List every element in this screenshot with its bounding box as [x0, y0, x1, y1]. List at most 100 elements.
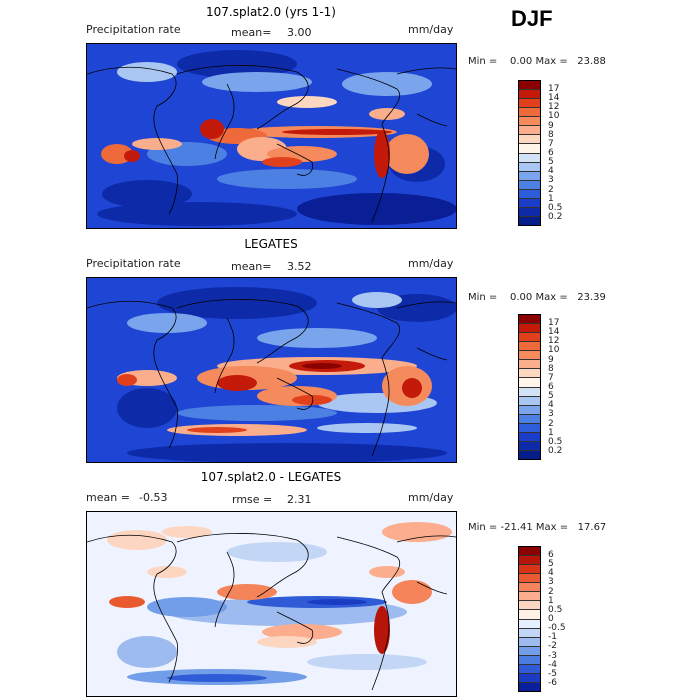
- panel3-colorbar: [518, 546, 541, 692]
- panel3-tick: -6: [548, 677, 557, 688]
- panel1-colorbar-swatch: [519, 126, 540, 136]
- panel1-colorbar-swatch: [519, 90, 540, 100]
- panel2-colorbar: [518, 314, 541, 460]
- panel1-tick: 3: [548, 175, 554, 186]
- panel3-min-max: Min = -21.41 Max = 17.67: [468, 522, 607, 533]
- panel3-rmse-label: rmse =: [232, 493, 273, 506]
- panel3-mean-label: mean =: [86, 491, 130, 504]
- panel2-colorbar-swatch: [519, 387, 540, 397]
- panel2-colorbar-swatch: [519, 414, 540, 424]
- panel1-tick: 9: [548, 120, 554, 131]
- panel3-title: 107.splat2.0 - LEGATES: [200, 470, 342, 484]
- panel1-colorbar-swatch: [519, 189, 540, 199]
- panel3-mean-value: -0.53: [139, 491, 168, 504]
- panel1-tick: 2: [548, 184, 554, 195]
- panel2-mean-label: mean=: [231, 260, 272, 273]
- panel2-variable-label: Precipitation rate: [86, 257, 181, 270]
- panel2-colorbar-swatch: [519, 342, 540, 352]
- panel3-colorbar-swatch: [519, 574, 540, 584]
- panel3-colorbar-ticks: 6 5 4 3 2 1 0.5 0 -0.5 -1 -2 -3 -4 -5 -6: [548, 551, 566, 688]
- panel3-tick: 0: [548, 613, 554, 624]
- panel1-colorbar-swatch: [519, 144, 540, 154]
- panel2-tick: 4: [548, 400, 554, 411]
- panel3-map: [86, 511, 457, 697]
- panel2-colorbar-swatch: [519, 324, 540, 334]
- panel1-colorbar-swatch: [519, 135, 540, 145]
- panel2-colorbar-swatch: [519, 441, 540, 451]
- panel1-colorbar-swatch: [519, 81, 540, 91]
- panel2-tick: 12: [548, 336, 560, 347]
- panel2-colorbar-swatch: [519, 378, 540, 388]
- panel1-tick: 0.5: [548, 202, 563, 213]
- panel2-tick: 17: [548, 318, 560, 328]
- panel2-tick: 1: [548, 427, 554, 438]
- panel3-colorbar-swatch: [519, 556, 540, 566]
- panel2-tick: 0.2: [548, 445, 563, 456]
- panel3-tick: -0.5: [548, 623, 566, 634]
- panel1-coastlines: [87, 65, 456, 223]
- panel1-title: 107.splat2.0 (yrs 1-1): [206, 5, 336, 19]
- panel2-tick: 0.5: [548, 436, 563, 447]
- panel1-tick: 0.2: [548, 211, 563, 222]
- panel1-map: [86, 43, 457, 229]
- panel3-tick: -5: [548, 668, 557, 679]
- panel1-tick: 10: [548, 111, 560, 122]
- panel1-tick: 6: [548, 147, 554, 158]
- panel1-tick: 17: [548, 84, 560, 94]
- panel1-colorbar-swatch: [519, 162, 540, 172]
- panel2-tick: 8: [548, 363, 554, 374]
- panel2-tick: 9: [548, 354, 554, 365]
- panel1-rain-bands: [101, 96, 429, 178]
- panel2-colorbar-swatch: [519, 432, 540, 442]
- panel1-colorbar-swatch: [519, 108, 540, 118]
- panel3-colorbar-swatch: [519, 664, 540, 674]
- panel1-colorbar-swatch: [519, 153, 540, 163]
- panel3-tick: 6: [548, 550, 554, 560]
- panel3-colorbar-swatch: [519, 619, 540, 629]
- panel3-tick: 0.5: [548, 604, 563, 615]
- panel3-colorbar-swatch: [519, 646, 540, 656]
- panel3-colorbar-swatch: [519, 637, 540, 647]
- panel2-colorbar-swatch: [519, 450, 540, 459]
- panel2-colorbar-ticks: 17 14 12 10 9 8 7 6 5 4 3 2 1 0.5 0.2: [548, 319, 562, 456]
- panel1-colorbar-swatch: [519, 171, 540, 181]
- panel2-tick: 7: [548, 372, 554, 383]
- panel1-tick: 4: [548, 166, 554, 177]
- panel2-colorbar-swatch: [519, 360, 540, 370]
- panel2-map: [86, 277, 457, 463]
- panel1-colorbar-swatch: [519, 207, 540, 217]
- panel3-colorbar-swatch: [519, 565, 540, 575]
- panel3-rmse-value: 2.31: [287, 493, 312, 506]
- panel3-tick: 5: [548, 559, 554, 570]
- panel2-tick: 14: [548, 327, 560, 338]
- panel2-colorbar-swatch: [519, 369, 540, 379]
- panel3-tick: -2: [548, 641, 557, 652]
- panel2-mean-value: 3.52: [287, 260, 312, 273]
- panel2-colorbar-swatch: [519, 351, 540, 361]
- panel2-tick: 10: [548, 345, 560, 356]
- panel3-positive-regions: [107, 522, 452, 654]
- panel2-title: LEGATES: [244, 237, 298, 251]
- panel1-tick: 7: [548, 138, 554, 149]
- panel2-colorbar-swatch: [519, 315, 540, 325]
- panel2-units: mm/day: [408, 257, 454, 270]
- panel1-units: mm/day: [408, 23, 454, 36]
- panel3-colorbar-swatch: [519, 601, 540, 611]
- panel3-colorbar-swatch: [519, 628, 540, 638]
- season-label: DJF: [511, 6, 553, 31]
- panel3-colorbar-swatch: [519, 682, 540, 691]
- panel2-tick: 5: [548, 391, 554, 402]
- panel3-coastlines: [87, 533, 456, 691]
- panel1-mean-label: mean=: [231, 26, 272, 39]
- panel3-tick: 2: [548, 586, 554, 597]
- panel2-tick: 3: [548, 409, 554, 420]
- panel3-tick: -1: [548, 632, 557, 643]
- panel3-colorbar-swatch: [519, 655, 540, 665]
- panel3-tick: 1: [548, 595, 554, 606]
- panel1-min-max: Min = 0.00 Max = 23.88: [468, 56, 606, 67]
- panel3-negative-regions: [117, 542, 427, 685]
- panel3-tick: 3: [548, 577, 554, 588]
- panel1-colorbar-swatch: [519, 216, 540, 225]
- panel3-colorbar-swatch: [519, 547, 540, 557]
- panel3-colorbar-swatch: [519, 583, 540, 593]
